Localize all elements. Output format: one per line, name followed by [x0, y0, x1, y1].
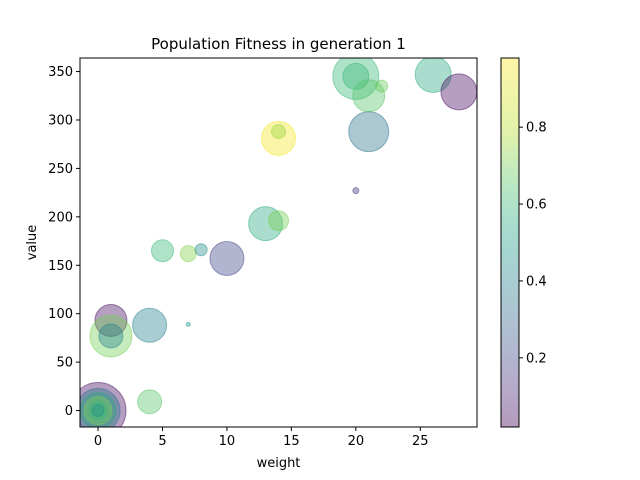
x-tick-label: 0	[94, 434, 102, 449]
data-point	[91, 404, 105, 418]
y-axis: 0 50 100 150 200 250 300 350	[48, 65, 80, 419]
x-tick-label: 15	[283, 434, 300, 449]
data-point	[194, 243, 208, 257]
data-point	[268, 210, 289, 232]
colorbar-frame	[500, 57, 520, 428]
y-tick-label: 200	[48, 210, 73, 225]
data-point	[185, 321, 191, 327]
colorbar-tick-label: 0.6	[526, 198, 547, 213]
data-point	[440, 73, 477, 111]
x-tick-label: 20	[348, 434, 365, 449]
data-point	[352, 187, 360, 195]
colorbar-tick-label: 0.4	[526, 274, 547, 289]
y-tick-label: 300	[48, 113, 73, 128]
data-point	[248, 206, 284, 242]
data-point	[132, 307, 168, 343]
colorbar: 0.2 0.4 0.6 0.8	[500, 57, 547, 428]
data-point	[271, 124, 286, 140]
data-point	[375, 79, 389, 93]
x-axis: 0 5 10 15 20 25	[94, 427, 429, 449]
y-tick-label: 250	[48, 162, 73, 177]
x-tick-label: 10	[219, 434, 236, 449]
y-tick-label: 100	[48, 307, 73, 322]
y-tick-label: 0	[65, 404, 73, 419]
data-point	[98, 323, 124, 349]
x-tick-label: 25	[412, 434, 429, 449]
data-point	[342, 62, 370, 90]
data-point	[94, 303, 128, 337]
chart-title: Population Fitness in generation 1	[151, 35, 406, 53]
y-tick-label: 150	[48, 259, 73, 274]
data-point	[137, 389, 163, 415]
data-point	[83, 396, 113, 426]
y-tick-label: 50	[56, 356, 73, 371]
data-point	[348, 111, 390, 153]
y-axis-label: value	[25, 225, 40, 261]
data-point	[179, 245, 197, 263]
data-point	[150, 239, 174, 263]
data-point	[209, 240, 245, 276]
data-point	[414, 58, 452, 93]
points-layer	[80, 58, 477, 427]
colorbar-tick-label: 0.2	[526, 351, 547, 366]
x-tick-label: 5	[158, 434, 166, 449]
y-tick-label: 350	[48, 65, 73, 80]
x-axis-label: weight	[257, 456, 301, 471]
colorbar-ticks: 0.2 0.4 0.6 0.8	[519, 121, 547, 366]
colorbar-fill	[501, 58, 519, 427]
colorbar-tick-label: 0.8	[526, 121, 547, 136]
data-point	[89, 314, 133, 358]
data-point	[352, 79, 386, 113]
plot-frame	[79, 57, 478, 428]
data-point	[332, 58, 380, 100]
